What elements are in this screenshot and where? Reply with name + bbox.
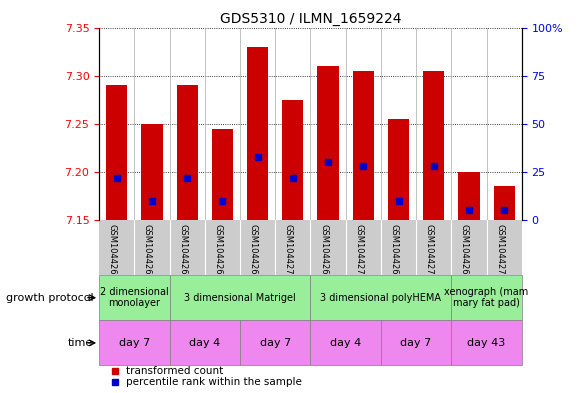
Title: GDS5310 / ILMN_1659224: GDS5310 / ILMN_1659224	[220, 13, 401, 26]
Bar	[381, 320, 451, 365]
Bar	[310, 320, 381, 365]
Text: GSM1044263: GSM1044263	[178, 224, 187, 281]
Bar	[353, 71, 374, 220]
Bar	[247, 47, 268, 220]
Text: GSM1044271: GSM1044271	[354, 224, 363, 280]
Text: GSM1044264: GSM1044264	[248, 224, 258, 280]
Text: 3 dimensional polyHEMA: 3 dimensional polyHEMA	[321, 293, 441, 303]
Text: GSM1044265: GSM1044265	[319, 224, 328, 280]
Bar	[282, 100, 303, 220]
Bar	[240, 320, 310, 365]
Text: 3 dimensional Matrigel: 3 dimensional Matrigel	[184, 293, 296, 303]
Bar	[310, 275, 451, 320]
Bar	[106, 85, 127, 220]
Text: GSM1044273: GSM1044273	[495, 224, 504, 281]
Text: GSM1044266: GSM1044266	[389, 224, 399, 281]
Bar	[212, 129, 233, 220]
Text: day 4: day 4	[330, 338, 361, 348]
Bar	[318, 66, 339, 220]
Text: day 43: day 43	[468, 338, 505, 348]
Bar	[494, 186, 515, 220]
Bar	[141, 124, 163, 220]
Text: GSM1044270: GSM1044270	[284, 224, 293, 280]
Bar	[423, 71, 444, 220]
Bar	[99, 320, 170, 365]
Bar	[177, 85, 198, 220]
Text: growth protocol: growth protocol	[6, 293, 93, 303]
Text: percentile rank within the sample: percentile rank within the sample	[127, 377, 303, 387]
Bar	[451, 275, 522, 320]
Text: day 7: day 7	[259, 338, 291, 348]
Text: transformed count: transformed count	[127, 366, 224, 376]
Bar	[458, 172, 479, 220]
Text: xenograph (mam
mary fat pad): xenograph (mam mary fat pad)	[444, 287, 529, 309]
Text: day 4: day 4	[189, 338, 220, 348]
Bar	[388, 119, 409, 220]
Text: GSM1044269: GSM1044269	[213, 224, 222, 280]
Bar	[170, 275, 310, 320]
Bar	[170, 320, 240, 365]
Bar	[451, 320, 522, 365]
Text: day 7: day 7	[119, 338, 150, 348]
Bar	[99, 275, 170, 320]
Text: GSM1044267: GSM1044267	[460, 224, 469, 281]
Text: day 7: day 7	[401, 338, 432, 348]
Text: time: time	[68, 338, 93, 348]
Text: GSM1044268: GSM1044268	[143, 224, 152, 281]
Text: GSM1044272: GSM1044272	[425, 224, 434, 280]
Text: GSM1044262: GSM1044262	[108, 224, 117, 280]
Text: 2 dimensional
monolayer: 2 dimensional monolayer	[100, 287, 168, 309]
